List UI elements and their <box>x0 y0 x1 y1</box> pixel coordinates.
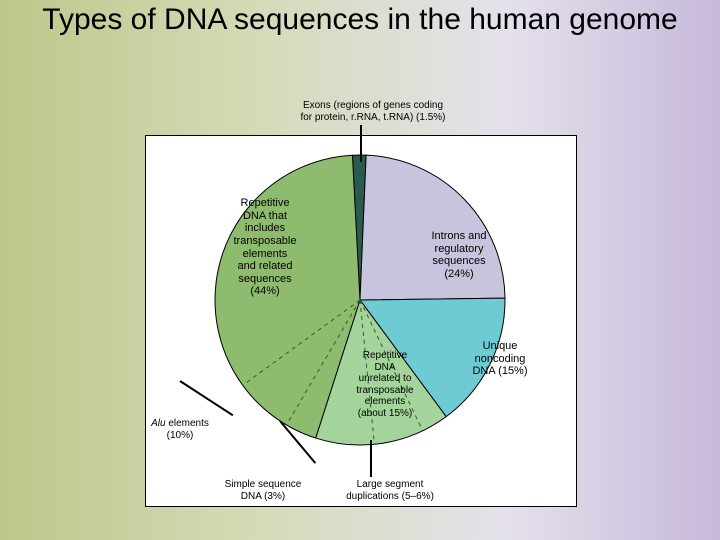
label-alu-elements: Alu elements(10%) <box>130 418 230 441</box>
label-unique-noncoding: UniquenoncodingDNA (15%) <box>455 340 545 378</box>
label-repetitive-transposable: RepetitiveDNA thatincludestransposableel… <box>215 197 315 298</box>
pie-chart <box>0 0 720 540</box>
label-exons: Exons (regions of genes codingfor protei… <box>268 100 478 123</box>
label-large-duplications: Large segmentduplications (5–6%) <box>320 479 460 502</box>
label-introns: Introns andregulatorysequences(24%) <box>414 230 504 281</box>
pointer-exons <box>360 125 362 162</box>
pointer-large-dup <box>370 440 372 477</box>
label-simple-sequence: Simple sequenceDNA (3%) <box>203 479 323 502</box>
label-repetitive-unrelated: RepetitiveDNAunrelated totransposableele… <box>335 350 435 419</box>
slide-background: Types of DNA sequences in the human geno… <box>0 0 720 540</box>
